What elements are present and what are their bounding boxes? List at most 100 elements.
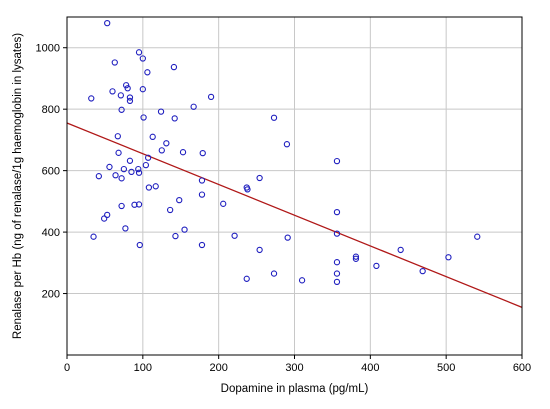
x-tick-label: 0 — [64, 362, 70, 374]
data-point — [142, 161, 150, 169]
data-point — [139, 55, 146, 62]
x-tick-label: 400 — [361, 362, 379, 374]
data-point — [139, 86, 146, 93]
data-point — [243, 275, 250, 282]
data-point — [104, 211, 111, 219]
data-point — [172, 232, 179, 240]
y-tick-label: 1000 — [36, 43, 60, 55]
data-point — [152, 183, 159, 190]
data-point — [104, 19, 111, 27]
data-point — [333, 278, 341, 286]
data-point — [128, 168, 135, 176]
data-point — [474, 233, 481, 240]
data-point — [333, 259, 341, 266]
data-point — [170, 63, 178, 71]
data-point — [115, 149, 122, 156]
data-point — [124, 85, 131, 92]
data-point — [256, 174, 263, 182]
data-point — [207, 93, 215, 101]
y-tick-label: 800 — [42, 104, 60, 116]
data-point — [270, 270, 278, 277]
data-point — [190, 103, 197, 110]
data-points — [88, 19, 481, 286]
data-point — [111, 59, 118, 66]
data-point — [171, 115, 178, 122]
data-point — [120, 165, 128, 173]
data-point — [123, 82, 130, 89]
data-point — [106, 163, 113, 171]
data-point — [270, 114, 278, 121]
x-tick-label: 300 — [285, 362, 303, 374]
data-point — [179, 149, 187, 156]
data-point — [114, 133, 121, 140]
data-point — [126, 94, 134, 101]
data-point — [220, 200, 227, 207]
data-point — [135, 49, 143, 56]
data-point — [352, 253, 360, 260]
data-point — [136, 241, 143, 249]
data-point — [135, 165, 142, 173]
data-point — [88, 95, 95, 102]
data-point — [199, 149, 206, 157]
data-point — [352, 255, 360, 262]
data-point — [101, 215, 108, 222]
trend-line — [66, 122, 523, 308]
data-point — [163, 140, 170, 147]
data-point — [126, 157, 134, 164]
data-point — [166, 206, 174, 214]
data-point — [231, 232, 238, 239]
data-point — [333, 157, 341, 165]
data-point — [198, 241, 206, 249]
y-tick-label: 600 — [42, 166, 60, 178]
data-point — [112, 172, 119, 179]
data-point — [145, 184, 153, 191]
data-point — [118, 106, 125, 113]
data-point — [144, 154, 152, 161]
y-tick-label: 400 — [42, 227, 60, 239]
data-point — [198, 177, 206, 184]
data-point — [90, 233, 97, 240]
y-axis-title: Renalase per Hb (ng of renalase/1g haemo… — [12, 33, 24, 339]
data-point — [95, 173, 102, 180]
x-axis-title: Dopamine in plasma (pg/mL) — [221, 383, 369, 395]
data-point — [158, 147, 165, 154]
data-point — [144, 69, 151, 76]
data-point — [149, 133, 156, 140]
data-point — [140, 114, 147, 121]
data-point — [131, 201, 138, 208]
data-point — [283, 141, 291, 148]
y-ticks: 200 400 600 800 1000 — [36, 43, 67, 301]
data-point — [333, 270, 341, 277]
data-point — [333, 230, 341, 237]
x-tick-label: 100 — [134, 362, 152, 374]
data-point — [333, 208, 341, 216]
data-point — [256, 246, 263, 254]
x-tick-label: 600 — [513, 362, 531, 374]
data-point — [118, 202, 125, 210]
data-point — [122, 225, 129, 232]
data-point — [135, 201, 143, 208]
data-point — [445, 254, 452, 261]
data-point — [118, 175, 125, 182]
x-tick-label: 200 — [209, 362, 227, 374]
data-point — [117, 92, 124, 99]
data-point — [198, 191, 206, 198]
data-point — [176, 196, 183, 204]
data-point — [284, 234, 291, 241]
trend-line-group — [66, 122, 523, 308]
data-point — [419, 267, 426, 275]
y-tick-label: 200 — [42, 289, 60, 301]
data-point — [181, 226, 188, 233]
grid-lines — [67, 17, 522, 355]
data-point — [109, 88, 116, 95]
data-point — [157, 108, 165, 115]
data-point — [126, 97, 134, 105]
data-point — [397, 246, 404, 254]
x-tick-label: 500 — [437, 362, 455, 374]
data-point — [298, 277, 306, 284]
x-ticks: 0 100 200 300 400 500 600 — [64, 355, 531, 374]
data-point — [135, 169, 143, 176]
data-point — [244, 186, 251, 193]
data-point — [373, 262, 380, 270]
